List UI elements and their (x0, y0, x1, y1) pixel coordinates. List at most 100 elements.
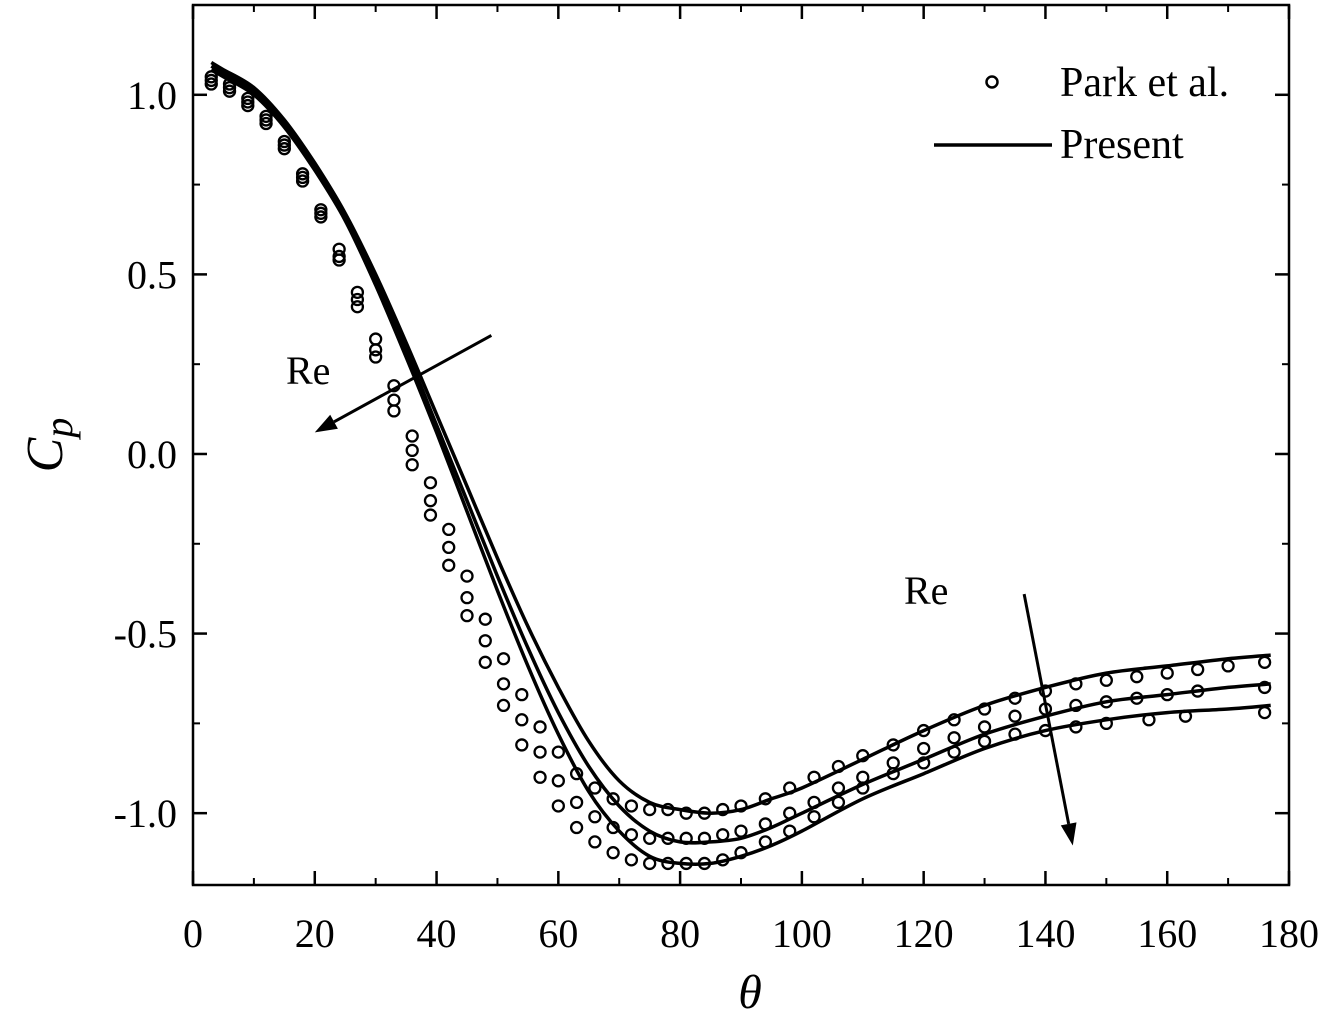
park-point (569, 767, 584, 781)
park-point (679, 856, 693, 871)
park-point (1069, 677, 1083, 691)
park-point (1008, 691, 1022, 705)
park-point (259, 116, 273, 131)
park-point (734, 824, 748, 838)
park-point (442, 540, 456, 555)
park-point (1069, 698, 1083, 713)
park-point (856, 781, 870, 795)
park-point (734, 846, 748, 860)
present-line-3 (210, 68, 1271, 867)
park-point (1221, 659, 1235, 673)
legend-label-present: Present (1060, 122, 1184, 168)
park-point (886, 738, 900, 752)
park-point (606, 820, 620, 835)
park-point (624, 853, 639, 867)
park-point (1069, 720, 1083, 734)
x-tick-label: 180 (1259, 911, 1319, 956)
y-tick-label: 0.5 (127, 252, 177, 297)
park-point (551, 745, 565, 759)
park-point (350, 292, 365, 307)
park-point (661, 802, 675, 817)
y-axis-title-main: C (17, 436, 74, 472)
park-point (442, 558, 456, 572)
annotation-re-right: Re (904, 568, 948, 613)
park-point (496, 698, 511, 713)
park-point (423, 476, 438, 490)
park-point (460, 569, 474, 583)
x-tick-label: 20 (295, 911, 335, 956)
park-point (533, 720, 547, 734)
park-point (606, 846, 620, 860)
annotation-arrows (314, 334, 1077, 846)
park-point (460, 608, 474, 623)
annotation-arrow-shaft-1 (333, 334, 493, 424)
park-point (460, 591, 474, 605)
park-point (350, 285, 365, 299)
y-tick-label: -1.0 (114, 791, 177, 836)
park-point (569, 795, 584, 810)
park-point (551, 799, 565, 813)
annotation-arrow-head-1 (314, 414, 338, 433)
park-point (783, 806, 797, 820)
park-point (369, 343, 383, 357)
park-point (697, 806, 712, 820)
park-point (442, 522, 456, 537)
park-point (1257, 705, 1272, 720)
park-point (807, 795, 821, 810)
park-point (387, 404, 401, 418)
park-point (947, 713, 961, 727)
park-points (204, 70, 1272, 871)
x-tick-label: 40 (417, 911, 457, 956)
park-point (679, 831, 693, 845)
park-point (1160, 666, 1174, 680)
park-point (1191, 662, 1205, 677)
park-point (405, 429, 419, 443)
x-axis-title: θ (738, 966, 762, 1019)
park-point (716, 802, 730, 817)
park-point (277, 142, 291, 156)
park-point (917, 741, 931, 756)
park-point (533, 770, 547, 784)
park-point (807, 770, 821, 784)
park-point (1130, 691, 1144, 705)
park-point (758, 817, 773, 831)
park-point (405, 443, 419, 458)
y-axis-title-sub: p (36, 418, 81, 441)
park-point (515, 738, 529, 752)
y-axis-title: Cp (17, 418, 81, 473)
park-point (734, 799, 748, 813)
park-point (515, 687, 529, 702)
park-point (661, 856, 675, 871)
x-tick-label: 160 (1137, 911, 1197, 956)
legend: Park et al. Present (934, 60, 1229, 168)
park-point (947, 731, 961, 745)
x-tick-label: 100 (772, 911, 832, 956)
park-point (831, 781, 846, 795)
park-point (1099, 673, 1113, 687)
x-tick-label: 0 (183, 911, 203, 956)
legend-label-park: Park et al. (1060, 60, 1229, 106)
park-point (478, 612, 492, 626)
park-point (1178, 709, 1193, 723)
park-point (716, 828, 730, 842)
park-point (1008, 709, 1022, 723)
park-point (423, 494, 438, 508)
park-point (423, 508, 438, 522)
park-point (222, 84, 237, 98)
park-point (624, 799, 639, 813)
axis-ticks: 0 20 40 60 80 100 120 140 160 180 1.0 0.5 0.0 -0.5 -1.… (114, 5, 1319, 956)
park-point (533, 745, 547, 759)
y-tick-label: 0.0 (127, 432, 177, 477)
park-point (643, 831, 657, 845)
park-point (831, 795, 846, 810)
park-point (1257, 655, 1272, 669)
park-point (758, 835, 773, 849)
park-point (369, 350, 383, 364)
park-point (515, 713, 529, 727)
park-point (977, 720, 992, 734)
park-point (295, 174, 310, 188)
park-point (1130, 670, 1144, 684)
park-point (1160, 687, 1174, 702)
park-point (314, 210, 328, 224)
park-point (1008, 727, 1022, 741)
